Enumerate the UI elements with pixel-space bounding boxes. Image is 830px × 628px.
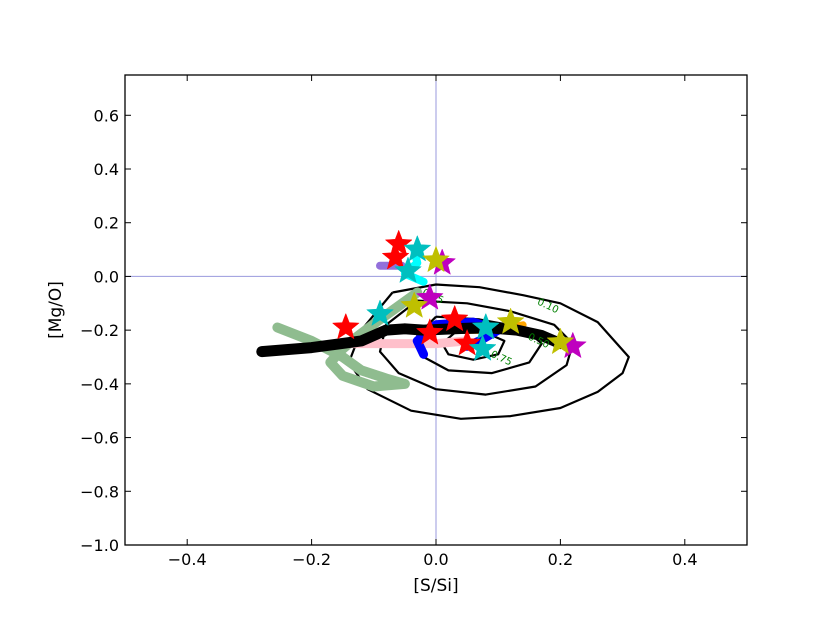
star-marker-14: [422, 245, 450, 273]
star-marker-10: [468, 334, 497, 361]
y-tick-label-3: −0.4: [80, 375, 119, 394]
star-marker-5: [453, 328, 482, 356]
y-tick-label-0: −1.0: [80, 536, 119, 555]
star-marker-13: [415, 283, 444, 310]
star-marker-3: [415, 318, 444, 345]
x-tick-label-3: 0.2: [548, 550, 573, 569]
x-tick-label-4: 0.4: [672, 550, 697, 569]
y-tick-label-5: 0.0: [94, 267, 119, 286]
star-marker-2: [331, 312, 360, 340]
y-tick-label-1: −0.8: [80, 482, 119, 501]
y-tick-label-2: −0.6: [80, 429, 119, 448]
star-marker-1: [381, 242, 410, 270]
x-tick-label-2: 0.0: [423, 550, 448, 569]
y-tick-label-4: −0.2: [80, 321, 119, 340]
y-axis-label: [Mg/O]: [46, 281, 66, 339]
star-marker-8: [366, 299, 394, 326]
model-track-2: [412, 317, 503, 359]
star-marker-7: [394, 256, 422, 283]
y-tick-label-8: 0.6: [94, 106, 119, 125]
plot-area: 0.100.250.500.75: [125, 75, 747, 545]
x-tick-label-1: −0.2: [292, 550, 331, 569]
star-marker-15: [400, 291, 429, 318]
star-marker-16: [496, 307, 525, 334]
star-marker-4: [440, 304, 469, 332]
axis-ticks: −0.4 −0.2 0.0 0.2 0.4 −1.0 −0.8 −0.6 −0.4 −0.2 0.0…: [80, 75, 747, 569]
star-marker-0: [384, 229, 413, 257]
star-marker-9: [471, 312, 500, 340]
y-tick-label-7: 0.4: [94, 160, 119, 179]
x-tick-label-0: −0.4: [168, 550, 207, 569]
x-axis-label: [S/Si]: [413, 576, 458, 596]
star-marker-6: [403, 234, 432, 262]
y-tick-label-6: 0.2: [94, 214, 119, 233]
star-marker-17: [546, 327, 575, 355]
